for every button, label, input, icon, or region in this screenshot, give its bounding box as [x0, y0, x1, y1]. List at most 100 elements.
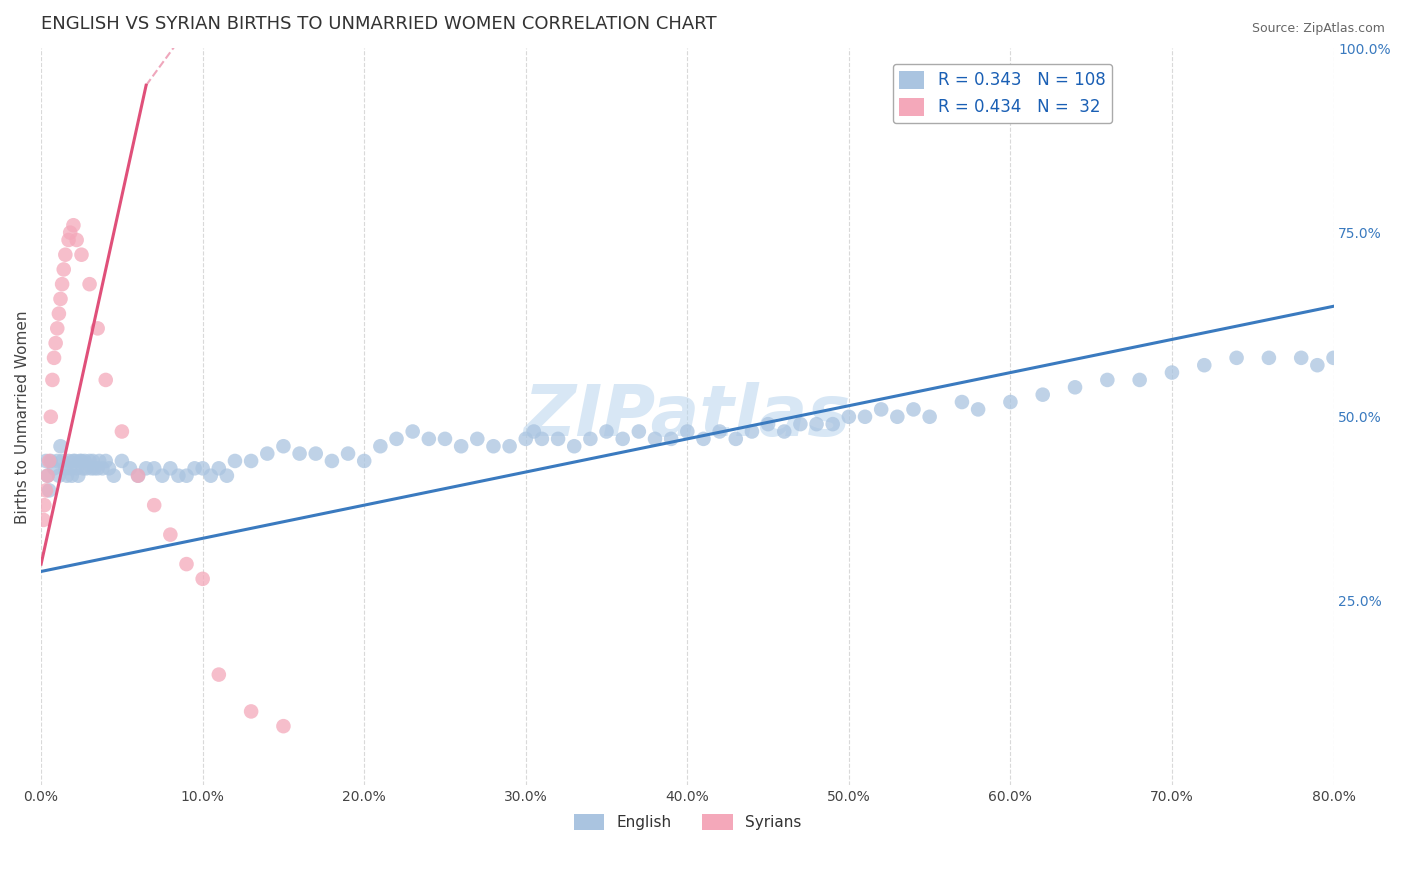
Point	[91, 461, 114, 475]
Point	[63, 454, 86, 468]
Point	[118, 461, 141, 475]
Point	[1306, 358, 1329, 372]
Point	[321, 454, 343, 468]
Point	[644, 432, 666, 446]
Point	[58, 233, 80, 247]
Point	[39, 409, 62, 424]
Point	[1226, 351, 1249, 365]
Point	[94, 454, 117, 468]
Point	[39, 454, 62, 468]
Point	[515, 432, 537, 446]
Point	[70, 248, 93, 262]
Point	[1354, 336, 1376, 351]
Point	[498, 439, 520, 453]
Point	[67, 468, 90, 483]
Point	[724, 432, 747, 446]
Point	[49, 292, 72, 306]
Point	[482, 439, 505, 453]
Point	[56, 468, 79, 483]
Point	[35, 454, 58, 468]
Point	[70, 454, 93, 468]
Point	[433, 432, 456, 446]
Point	[59, 226, 82, 240]
Point	[32, 513, 55, 527]
Point	[967, 402, 990, 417]
Point	[79, 454, 101, 468]
Point	[73, 454, 96, 468]
Point	[1161, 366, 1184, 380]
Point	[135, 461, 157, 475]
Point	[1339, 343, 1361, 358]
Point	[111, 454, 134, 468]
Point	[191, 461, 214, 475]
Point	[240, 454, 263, 468]
Point	[523, 425, 546, 439]
Y-axis label: Births to Unmarried Women: Births to Unmarried Women	[15, 310, 30, 524]
Point	[789, 417, 811, 431]
Point	[547, 432, 569, 446]
Point	[773, 425, 796, 439]
Point	[46, 454, 69, 468]
Point	[288, 447, 311, 461]
Point	[49, 439, 72, 453]
Point	[273, 719, 295, 733]
Point	[79, 277, 101, 292]
Point	[53, 248, 76, 262]
Text: Source: ZipAtlas.com: Source: ZipAtlas.com	[1251, 22, 1385, 36]
Point	[370, 439, 392, 453]
Point	[86, 321, 108, 335]
Point	[48, 468, 70, 483]
Point	[111, 425, 134, 439]
Point	[200, 468, 222, 483]
Point	[72, 461, 94, 475]
Point	[215, 468, 238, 483]
Point	[821, 417, 844, 431]
Point	[45, 336, 67, 351]
Point	[1000, 395, 1022, 409]
Point	[1129, 373, 1152, 387]
Point	[94, 373, 117, 387]
Point	[756, 417, 779, 431]
Point	[692, 432, 714, 446]
Point	[37, 468, 59, 483]
Point	[58, 454, 80, 468]
Text: ZIPatlas: ZIPatlas	[523, 383, 851, 451]
Point	[52, 262, 75, 277]
Point	[97, 461, 120, 475]
Point	[870, 402, 893, 417]
Point	[42, 351, 65, 365]
Point	[402, 425, 425, 439]
Point	[950, 395, 973, 409]
Point	[806, 417, 828, 431]
Point	[627, 425, 650, 439]
Point	[51, 277, 73, 292]
Point	[89, 454, 111, 468]
Point	[62, 454, 84, 468]
Point	[150, 468, 173, 483]
Point	[612, 432, 634, 446]
Point	[562, 439, 585, 453]
Point	[1322, 351, 1344, 365]
Point	[34, 498, 56, 512]
Point	[46, 321, 69, 335]
Point	[853, 409, 876, 424]
Point	[1064, 380, 1087, 394]
Point	[127, 468, 149, 483]
Point	[167, 468, 190, 483]
Point	[676, 425, 699, 439]
Point	[224, 454, 246, 468]
Point	[103, 468, 125, 483]
Point	[903, 402, 925, 417]
Point	[305, 447, 328, 461]
Text: ENGLISH VS SYRIAN BIRTHS TO UNMARRIED WOMEN CORRELATION CHART: ENGLISH VS SYRIAN BIRTHS TO UNMARRIED WO…	[41, 15, 717, 33]
Point	[143, 461, 166, 475]
Point	[75, 461, 97, 475]
Point	[66, 461, 89, 475]
Point	[337, 447, 360, 461]
Point	[709, 425, 731, 439]
Point	[59, 461, 82, 475]
Point	[240, 705, 263, 719]
Point	[886, 409, 908, 424]
Point	[838, 409, 860, 424]
Point	[1097, 373, 1119, 387]
